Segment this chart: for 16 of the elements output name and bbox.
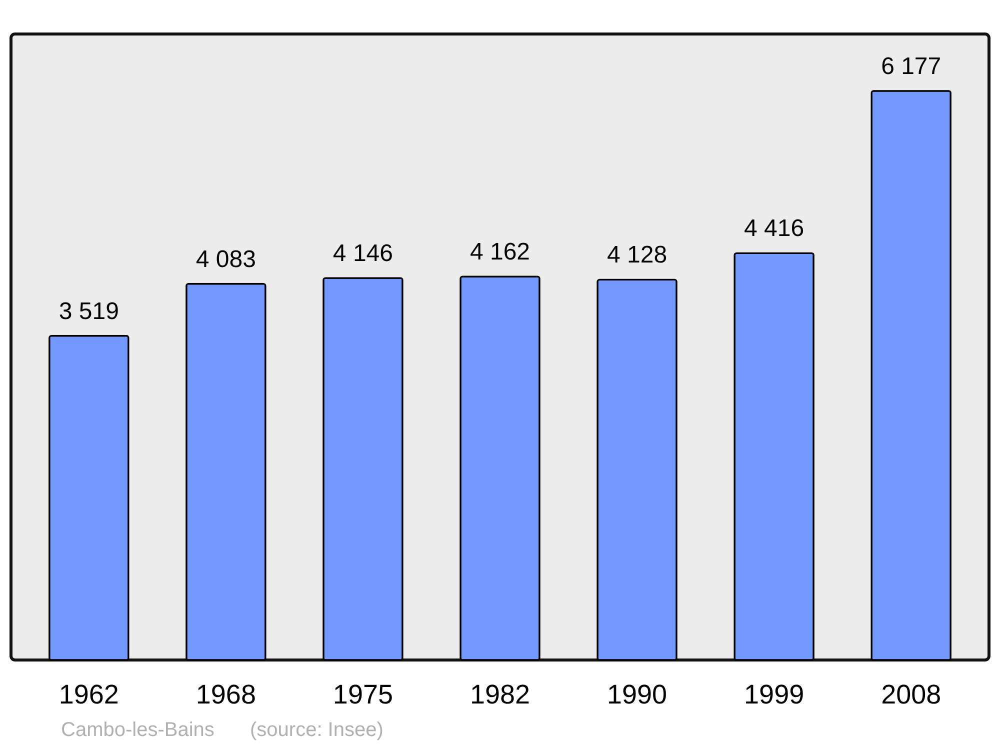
data-label: 4 146 bbox=[332, 240, 393, 268]
text: (source: Insee) bbox=[250, 719, 384, 741]
x-tick-label: 1962 bbox=[58, 680, 119, 710]
data-label: 4 128 bbox=[607, 242, 668, 269]
x-tick-label: 1982 bbox=[470, 680, 530, 710]
data-label: 4 416 bbox=[744, 215, 804, 242]
data-label: 4 162 bbox=[470, 238, 530, 266]
data-label: 6 177 bbox=[881, 52, 942, 80]
data-label: 3 519 bbox=[58, 298, 119, 325]
x-tick-label: 1990 bbox=[606, 680, 668, 710]
x-tick-label: 1975 bbox=[332, 680, 394, 710]
x-tick-label: 1968 bbox=[196, 680, 256, 710]
x-tick-label: 1999 bbox=[744, 680, 804, 710]
text: Cambo-les-Bains bbox=[61, 719, 214, 741]
data-label: 4 083 bbox=[196, 246, 256, 273]
x-tick-label: 2008 bbox=[881, 680, 942, 710]
